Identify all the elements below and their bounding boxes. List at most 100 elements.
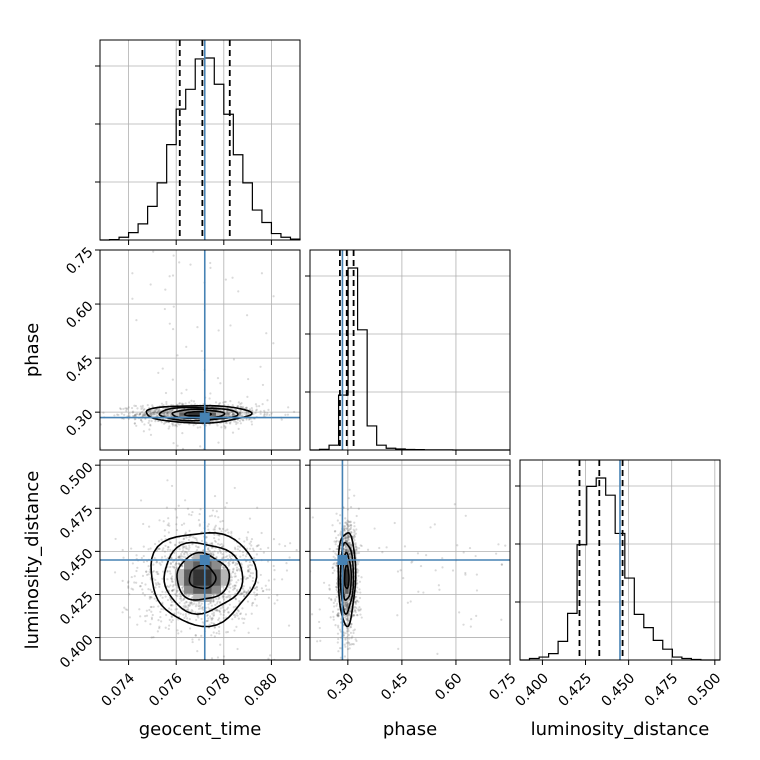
sample-point (150, 605, 153, 609)
sample-point (343, 602, 346, 605)
sample-point (195, 537, 198, 540)
sample-point (336, 614, 339, 617)
sample-point (227, 415, 230, 418)
sample-point (236, 418, 240, 422)
sample-point (360, 544, 363, 548)
sample-point (175, 562, 178, 565)
sample-point (142, 554, 145, 558)
sample-point (234, 563, 237, 567)
outlier-point (438, 588, 441, 591)
sample-point (171, 565, 174, 568)
sample-point (289, 542, 292, 545)
outlier-point (160, 620, 163, 623)
sample-point (347, 538, 350, 541)
sample-point (343, 603, 347, 606)
sample-point (121, 579, 124, 583)
sample-point (216, 533, 219, 536)
sample-point (353, 521, 356, 524)
sample-point (177, 555, 181, 558)
sample-point (238, 419, 242, 423)
sample-point (209, 420, 212, 423)
sample-point (175, 589, 178, 592)
sample-point (167, 413, 170, 417)
sample-point (245, 412, 248, 415)
sample-point (134, 404, 138, 408)
sample-point (249, 575, 252, 578)
sample-point (285, 562, 288, 565)
sample-point (127, 586, 130, 589)
sample-point (216, 600, 219, 603)
sample-point (349, 555, 352, 559)
sample-point (114, 537, 117, 541)
sample-point (149, 547, 152, 550)
sample-point (121, 548, 124, 552)
sample-point (222, 567, 225, 570)
sample-point (255, 588, 259, 592)
sample-point (167, 412, 170, 415)
contour-level (343, 564, 350, 590)
sample-point (175, 523, 178, 526)
sample-point (147, 421, 150, 424)
sample-point (226, 412, 229, 415)
sample-point (182, 590, 185, 593)
sample-point (186, 606, 189, 609)
sample-point (180, 599, 183, 602)
sample-point (225, 596, 228, 599)
sample-point (345, 539, 348, 542)
sample-point (246, 395, 249, 399)
sample-point (348, 614, 351, 617)
sample-point (212, 600, 215, 603)
outlier-point (310, 613, 314, 616)
sample-point (130, 575, 133, 579)
sample-point (280, 418, 283, 421)
sample-point (266, 560, 270, 563)
sample-point (155, 413, 158, 416)
sample-point (350, 643, 353, 646)
sample-point (180, 402, 184, 405)
sample-point (346, 536, 350, 540)
sample-point (237, 568, 240, 571)
sample-point (187, 538, 191, 542)
sample-point (348, 536, 351, 539)
sample-point (347, 549, 350, 552)
hist-panel-geocent-time (95, 39, 301, 245)
sample-point (350, 530, 353, 534)
sample-point (254, 403, 258, 406)
sample-point (244, 406, 247, 410)
sample-point (346, 602, 349, 605)
sample-point (154, 420, 157, 423)
sample-point (197, 638, 201, 641)
sample-point (182, 613, 185, 616)
sample-point (212, 554, 215, 557)
sample-point (232, 567, 235, 570)
density-cell (170, 413, 180, 416)
sample-point (220, 419, 223, 422)
x-tick-label: 0.500 (685, 670, 725, 710)
sample-point (220, 530, 223, 533)
sample-point (166, 569, 169, 573)
sample-point (185, 551, 188, 554)
sample-point (335, 581, 339, 584)
sample-point (194, 545, 198, 548)
sample-point (188, 529, 191, 532)
x-tick-label: 0.400 (512, 670, 552, 710)
outlier-point (150, 636, 153, 639)
sample-point (358, 606, 361, 609)
sample-point (141, 404, 144, 407)
sample-point (353, 535, 356, 538)
sample-point (354, 542, 357, 545)
sample-point (273, 569, 276, 572)
sample-point (359, 609, 362, 612)
sample-point (339, 621, 343, 624)
outlier-point (171, 274, 175, 277)
truth-marker (199, 555, 210, 565)
sample-point (255, 593, 259, 596)
sample-point (216, 542, 220, 545)
sample-point (210, 604, 213, 607)
sample-point (353, 533, 356, 537)
sample-point (208, 423, 211, 426)
sample-point (247, 411, 250, 415)
sample-point (354, 545, 357, 548)
sample-point (225, 555, 229, 558)
sample-point (350, 605, 353, 608)
